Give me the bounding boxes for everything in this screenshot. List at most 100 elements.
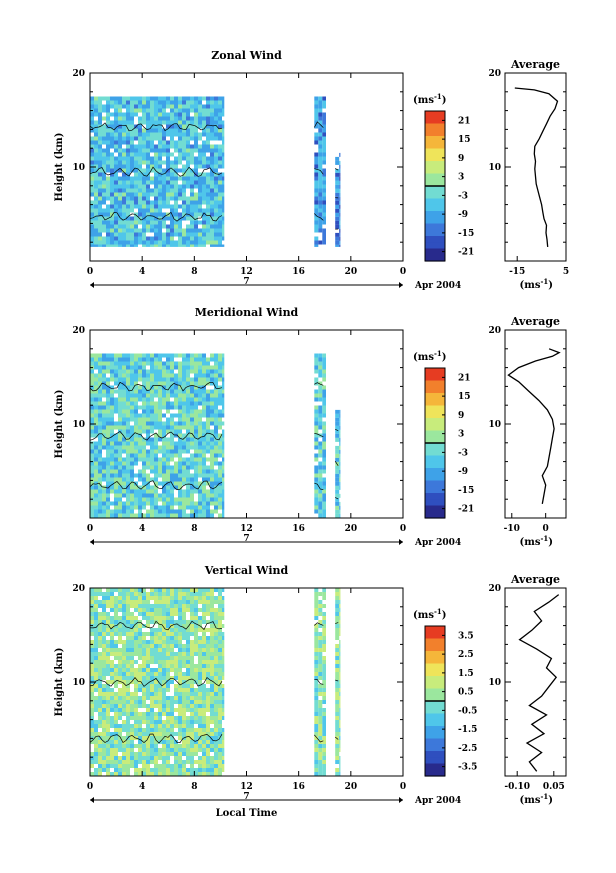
data-cell bbox=[198, 192, 202, 197]
data-cell bbox=[150, 465, 154, 470]
data-cell bbox=[98, 600, 102, 604]
data-cell bbox=[134, 365, 138, 370]
data-cell bbox=[114, 156, 118, 161]
data-cell bbox=[134, 640, 138, 644]
data-cell bbox=[158, 200, 162, 205]
colorbar-tick-label: 3 bbox=[458, 173, 464, 183]
data-cell bbox=[214, 497, 218, 502]
data-cell bbox=[190, 648, 194, 652]
data-cell bbox=[118, 461, 122, 466]
data-cell bbox=[130, 196, 134, 201]
data-cell bbox=[210, 768, 214, 772]
data-cell bbox=[154, 628, 158, 632]
data-cell bbox=[210, 756, 214, 760]
data-cell bbox=[158, 208, 162, 213]
data-cell bbox=[138, 385, 142, 390]
data-cell bbox=[118, 668, 122, 672]
data-cell bbox=[150, 744, 154, 748]
data-cell bbox=[162, 688, 166, 692]
colorbar-swatch bbox=[425, 688, 445, 696]
data-cell bbox=[138, 445, 142, 450]
data-cell bbox=[322, 184, 326, 189]
data-cell bbox=[210, 680, 214, 684]
data-cell bbox=[210, 377, 214, 382]
data-cell bbox=[142, 397, 146, 402]
data-cell bbox=[202, 172, 206, 177]
data-cell bbox=[198, 445, 202, 450]
data-cell bbox=[150, 708, 154, 712]
data-cell bbox=[158, 397, 162, 402]
data-cell bbox=[194, 353, 198, 358]
data-cell bbox=[222, 373, 225, 378]
data-cell bbox=[158, 505, 162, 510]
data-cell bbox=[114, 441, 118, 446]
data-cell bbox=[134, 696, 138, 700]
data-cell bbox=[150, 100, 154, 105]
data-cell bbox=[222, 656, 225, 660]
data-cell bbox=[198, 244, 202, 247]
data-cell bbox=[198, 136, 202, 141]
data-cell bbox=[98, 393, 102, 398]
data-cell bbox=[198, 728, 202, 732]
data-cell bbox=[174, 361, 178, 366]
data-cell bbox=[202, 144, 206, 149]
data-cell bbox=[178, 220, 182, 225]
data-cell bbox=[174, 365, 178, 370]
data-cell bbox=[182, 692, 186, 696]
data-cell bbox=[138, 192, 142, 197]
data-cell bbox=[114, 640, 118, 644]
data-cell bbox=[198, 473, 202, 478]
data-cell bbox=[142, 672, 146, 676]
data-cell bbox=[218, 505, 222, 510]
colorbar-swatch bbox=[425, 242, 445, 250]
data-cell bbox=[335, 616, 340, 620]
data-cell bbox=[318, 224, 323, 229]
data-cell bbox=[94, 425, 98, 430]
data-cell bbox=[90, 604, 94, 608]
profile-x-unit: (ms-1) bbox=[520, 534, 553, 548]
data-cell bbox=[102, 116, 106, 121]
data-cell bbox=[150, 596, 154, 600]
data-cell bbox=[182, 696, 186, 700]
data-cell bbox=[122, 600, 126, 604]
data-cell bbox=[102, 148, 106, 153]
data-cell bbox=[146, 592, 150, 596]
data-cell bbox=[318, 136, 323, 141]
data-cell bbox=[126, 429, 130, 434]
data-cell bbox=[130, 200, 134, 205]
data-cell bbox=[222, 648, 225, 652]
data-cell bbox=[214, 373, 218, 378]
data-cell bbox=[130, 100, 134, 105]
data-cell bbox=[90, 676, 94, 680]
data-cell bbox=[122, 357, 126, 362]
data-cell bbox=[182, 716, 186, 720]
data-cell bbox=[130, 513, 134, 518]
data-cell bbox=[174, 421, 178, 426]
data-cell bbox=[214, 232, 218, 237]
data-cell bbox=[142, 760, 146, 764]
data-cell bbox=[110, 437, 114, 442]
data-cell bbox=[150, 592, 154, 596]
data-cell bbox=[322, 489, 326, 494]
data-cell bbox=[339, 417, 341, 422]
colorbar-swatch bbox=[425, 701, 445, 708]
data-cell bbox=[218, 772, 222, 776]
data-cell bbox=[110, 648, 114, 652]
data-cell bbox=[170, 716, 174, 720]
data-cell bbox=[114, 180, 118, 185]
data-cell bbox=[314, 192, 319, 197]
data-cell bbox=[90, 461, 94, 466]
data-cell bbox=[170, 616, 174, 620]
data-cell bbox=[90, 433, 94, 438]
x-tick-label: 0 bbox=[400, 782, 406, 792]
data-cell bbox=[202, 752, 206, 756]
data-cell bbox=[339, 204, 341, 209]
data-cell bbox=[154, 421, 158, 426]
colorbar-swatch bbox=[425, 499, 445, 507]
data-cell bbox=[90, 628, 94, 632]
data-cell bbox=[134, 104, 138, 109]
data-cell bbox=[158, 240, 162, 245]
data-cell bbox=[122, 353, 126, 358]
data-cell bbox=[126, 208, 130, 213]
date-month-label: Apr 2004 bbox=[414, 281, 461, 291]
